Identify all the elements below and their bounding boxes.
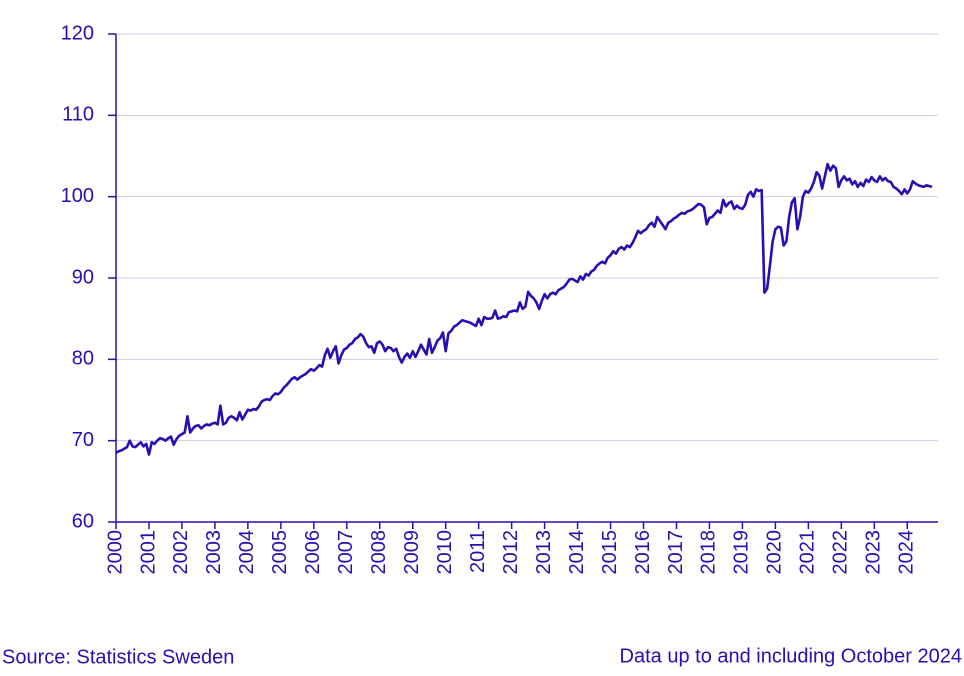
x-tick-label: 2002 — [170, 530, 192, 575]
y-tick-label: 110 — [62, 104, 94, 126]
x-tick-label: 2005 — [269, 530, 291, 575]
x-tick-label: 2011 — [467, 530, 489, 573]
x-tick-label: 2001 — [137, 530, 159, 575]
y-tick-label: 80 — [72, 348, 94, 370]
x-tick-label: 2006 — [302, 530, 324, 575]
x-tick-label: 2017 — [665, 530, 687, 575]
y-tick-label: 70 — [72, 429, 94, 451]
y-tick-label: 120 — [61, 22, 94, 44]
x-tick-label: 2000 — [104, 530, 126, 575]
note: Data up to and including October 2024 — [620, 645, 962, 667]
x-tick-label: 2019 — [731, 530, 753, 575]
y-tick-label: 60 — [72, 510, 94, 532]
x-tick-label: 2020 — [764, 530, 786, 575]
x-tick-label: 2012 — [500, 530, 522, 575]
x-tick-label: 2024 — [896, 530, 918, 575]
y-tick-label: 90 — [72, 266, 94, 288]
data-line — [115, 162, 933, 456]
y-tick-label: 100 — [61, 185, 94, 207]
source: Source: Statistics Sweden — [2, 646, 234, 668]
x-tick-label: 2010 — [434, 530, 456, 575]
x-tick-label: 2014 — [566, 530, 588, 575]
x-tick-label: 2008 — [368, 530, 390, 575]
x-tick-label: 2013 — [533, 530, 555, 575]
x-tick-label: 2004 — [236, 530, 258, 575]
x-tick-label: 2015 — [599, 530, 621, 575]
x-tick-label: 2022 — [830, 530, 852, 575]
x-tick-label: 2003 — [203, 530, 225, 575]
x-tick-label: 2021 — [797, 530, 819, 575]
x-tick-label: 2023 — [863, 530, 885, 575]
x-tick-label: 2009 — [401, 530, 423, 575]
x-tick-label: 2016 — [632, 530, 654, 575]
x-tick-label: 2007 — [335, 530, 357, 575]
x-tick-label: 2018 — [698, 530, 720, 575]
